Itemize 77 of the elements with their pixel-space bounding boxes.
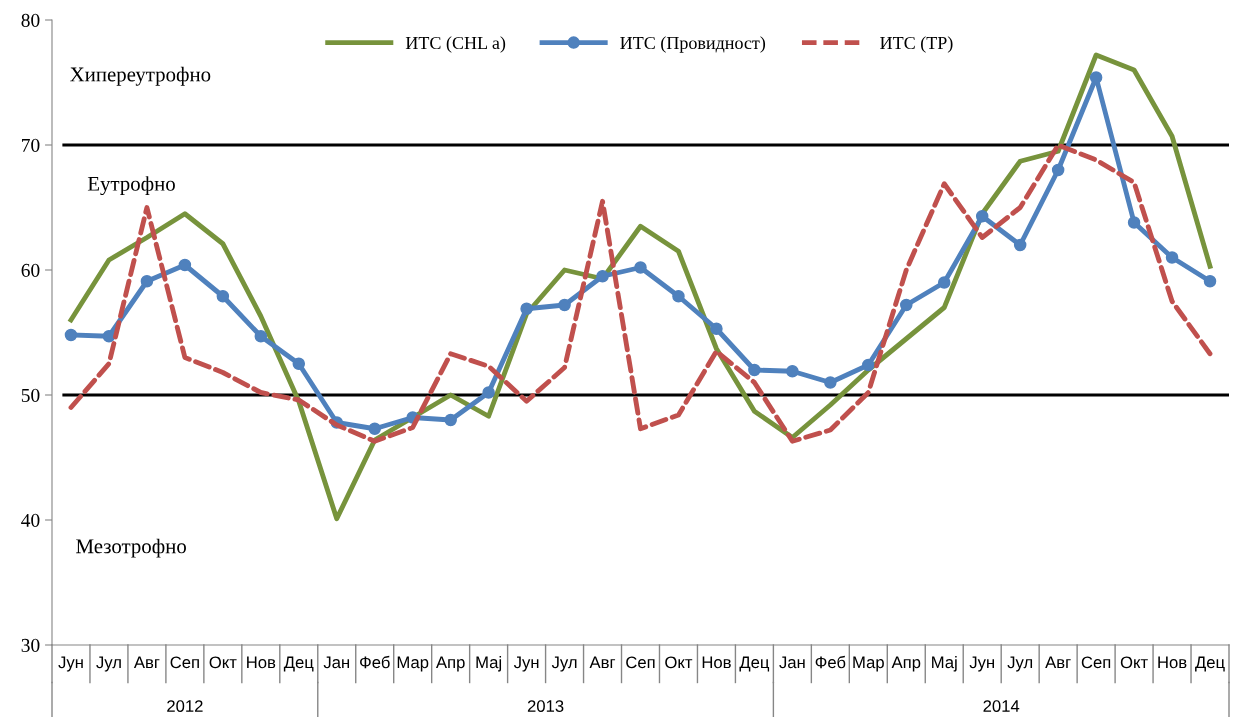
point xyxy=(482,386,495,399)
y-tick-label: 50 xyxy=(21,388,40,402)
x-tick-label: Апр xyxy=(891,656,921,672)
x-tick-label: Мај xyxy=(476,655,502,672)
x-tick-label: Дец xyxy=(1195,656,1225,672)
x-tick-label: Јул xyxy=(551,656,577,672)
x-tick-label: Окт xyxy=(1120,656,1148,669)
text: 2013 xyxy=(527,700,564,712)
x-tick-label: Јул xyxy=(1007,656,1033,672)
y-tick-label: 30 xyxy=(21,638,40,652)
point xyxy=(444,413,457,427)
x-tick-label: Сеп xyxy=(170,656,199,669)
x-tick-label: Окт xyxy=(209,656,237,669)
point xyxy=(368,422,381,436)
x-tick-label: Јун xyxy=(58,656,83,672)
x-tick-label: Нов xyxy=(1158,656,1187,669)
text: 2014 xyxy=(983,700,1020,712)
point xyxy=(292,357,306,371)
point xyxy=(1013,238,1027,252)
point xyxy=(1089,71,1103,84)
point xyxy=(520,302,533,316)
line-series xyxy=(68,52,1213,522)
x-tick-label: Јул xyxy=(96,656,121,672)
annotation: Еутрофно xyxy=(87,176,175,196)
x-tick-label: Нов xyxy=(702,656,731,669)
point xyxy=(140,274,154,288)
x-tick-label: Окт xyxy=(665,656,693,669)
point xyxy=(786,364,799,378)
point xyxy=(1203,274,1217,288)
point xyxy=(216,289,230,303)
x-tick-label: Јун xyxy=(969,656,994,672)
point xyxy=(937,276,951,289)
point xyxy=(102,329,116,343)
x-tick-label: Нов xyxy=(247,656,276,669)
y-tick-label: 40 xyxy=(21,513,40,527)
point xyxy=(710,322,723,336)
y-tick-label: 80 xyxy=(21,13,40,27)
x-tick-label: Авг xyxy=(1045,656,1071,669)
y-tick-label: 70 xyxy=(22,138,40,152)
x-tick-label: Јун xyxy=(513,656,539,672)
annotation: Хипереутрофно xyxy=(70,66,211,86)
point xyxy=(178,258,192,272)
x-tick-label: Феб xyxy=(815,655,846,669)
legend-label: ИТС (Провидност) xyxy=(620,36,766,53)
x-tick-label: Авг xyxy=(589,656,616,669)
x-tick-label: Мај xyxy=(932,655,957,672)
x-tick-label: Феб xyxy=(360,655,390,669)
point xyxy=(596,269,609,283)
point xyxy=(748,363,761,377)
x-tick-label: Мар xyxy=(853,656,884,672)
y-tick-label: 60 xyxy=(21,263,40,277)
point xyxy=(824,376,837,389)
point xyxy=(975,209,989,223)
point xyxy=(634,261,647,274)
x-tick-label: Апр xyxy=(435,656,465,672)
point xyxy=(254,329,268,343)
point xyxy=(558,298,571,312)
x-tick-label: Јан xyxy=(323,656,350,669)
x-tick-label: Авг xyxy=(133,656,160,669)
point xyxy=(1051,163,1065,177)
line-series xyxy=(68,142,1213,444)
x-tick-label: Сеп xyxy=(1081,656,1111,669)
point xyxy=(1127,216,1141,229)
annotation: Мезотрофно xyxy=(76,538,186,558)
x-tick-label: Дец xyxy=(283,656,314,672)
point xyxy=(672,289,685,303)
x-tick-label: Сеп xyxy=(626,656,655,669)
point xyxy=(1165,251,1179,264)
legend-label: ИТС (ТР) xyxy=(880,36,953,53)
legend-label: ИТС (CHL a) xyxy=(405,36,506,53)
x-tick-label: Јан xyxy=(779,656,805,669)
point xyxy=(64,328,78,342)
point xyxy=(862,358,875,372)
x-tick-label: Мар xyxy=(397,656,429,672)
point xyxy=(900,298,913,312)
x-tick-label: Дец xyxy=(739,656,770,672)
text: 2012 xyxy=(167,700,203,712)
